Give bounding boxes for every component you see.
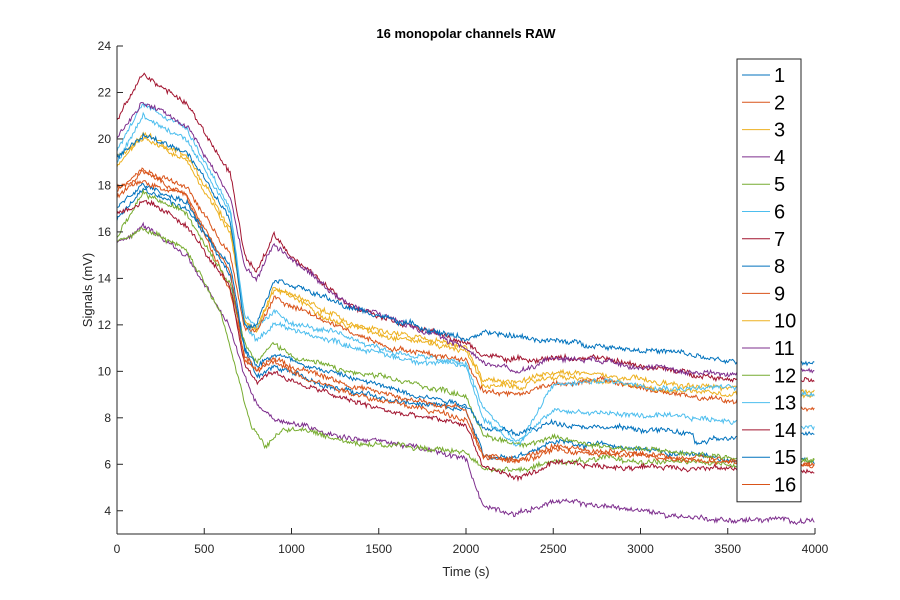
series-line-11	[116, 101, 815, 378]
legend-label-2: 2	[774, 92, 785, 114]
legend-label-7: 7	[774, 229, 785, 251]
x-tick-label: 3500	[714, 542, 741, 556]
series-line-13	[116, 111, 815, 447]
x-tick-label: 1000	[278, 542, 305, 556]
y-tick-label: 12	[98, 318, 112, 332]
series-line-7	[116, 72, 815, 383]
axes-layer: 0 500 1000 1500 2000 2500 3000 3500 400046810121…	[98, 39, 829, 556]
legend-label-6: 6	[774, 202, 785, 224]
y-tick-label: 14	[98, 271, 112, 285]
series-line-14	[116, 199, 815, 482]
legend-label-5: 5	[774, 174, 785, 196]
x-tick-label: 1500	[365, 542, 392, 556]
y-tick-label: 8	[104, 411, 111, 425]
legend-label-9: 9	[774, 283, 785, 305]
legend-label-14: 14	[774, 420, 796, 442]
series-line-9	[116, 167, 815, 413]
series-line-3	[116, 136, 815, 400]
y-tick-label: 24	[98, 39, 112, 53]
y-tick-label: 4	[104, 504, 111, 518]
chart-title: 16 monopolar channels RAW	[376, 26, 556, 41]
x-tick-label: 2500	[540, 542, 567, 556]
legend-label-8: 8	[774, 256, 785, 278]
y-tick-label: 22	[98, 85, 112, 99]
series-line-8	[117, 182, 815, 446]
series-line-4	[116, 221, 815, 526]
x-tick-label: 500	[194, 542, 214, 556]
x-tick-label: 0	[114, 542, 121, 556]
series-layer	[116, 72, 815, 526]
series-line-10	[116, 131, 815, 396]
legend-box	[736, 58, 802, 503]
legend-label-16: 16	[774, 475, 796, 497]
series-line-5	[116, 188, 815, 464]
x-tick-label: 3000	[627, 542, 654, 556]
legend-label-3: 3	[774, 120, 785, 142]
y-axis-label: Signals (mV)	[80, 253, 95, 327]
y-tick-label: 18	[98, 178, 112, 192]
legend-label-15: 15	[774, 447, 796, 469]
series-line-6	[116, 102, 815, 443]
legend-label-13: 13	[774, 393, 796, 415]
x-tick-label: 2000	[453, 542, 480, 556]
legend-label-11: 11	[774, 338, 795, 360]
legend-label-1: 1	[774, 65, 785, 87]
legend-label-4: 4	[774, 147, 785, 169]
y-tick-label: 6	[104, 457, 111, 471]
x-tick-label: 4000	[802, 542, 829, 556]
legend-label-10: 10	[774, 311, 796, 333]
y-tick-label: 16	[98, 225, 112, 239]
x-axis-label: Time (s)	[442, 564, 489, 579]
y-tick-label: 10	[98, 364, 112, 378]
series-line-16	[116, 180, 815, 469]
legend-label-12: 12	[774, 365, 796, 387]
y-tick-label: 20	[98, 132, 112, 146]
series-line-15	[116, 132, 815, 368]
